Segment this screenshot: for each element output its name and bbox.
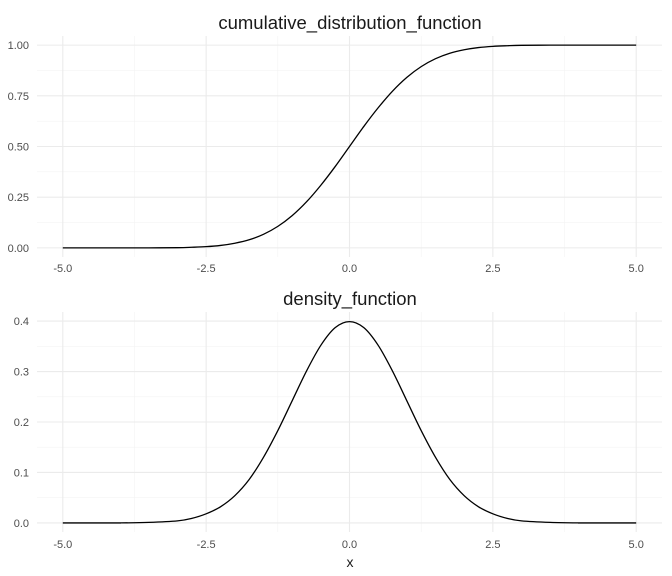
x-axis-label: x [347, 554, 354, 570]
density-x-tick-label: 5.0 [629, 539, 644, 551]
cdf-y-tick-label: 0.25 [8, 192, 29, 204]
density-y-tick-label: 0.0 [14, 518, 29, 530]
cdf-x-tick-label: -5.0 [53, 263, 72, 275]
density-title: density_function [283, 288, 417, 310]
cdf-y-tick-label: 1.00 [8, 40, 29, 52]
cdf-x-tick-label: 2.5 [485, 263, 500, 275]
density-y-tick-label: 0.1 [14, 467, 29, 479]
density-grid [37, 312, 662, 532]
cdf-x-tick-label: 0.0 [342, 263, 357, 275]
density-x-tick-label: 0.0 [342, 539, 357, 551]
density-y-tick-label: 0.3 [14, 367, 29, 379]
cdf-title: cumulative_distribution_function [218, 12, 481, 34]
density-y-tick-label: 0.2 [14, 417, 29, 429]
density-y-tick-label: 0.4 [14, 316, 29, 328]
cdf-x-tick-label: -2.5 [197, 263, 216, 275]
density-x-tick-label: -2.5 [197, 539, 216, 551]
cdf-x-tick-label: 5.0 [629, 263, 644, 275]
cdf-y-tick-label: 0.75 [8, 91, 29, 103]
cdf-y-tick-label: 0.50 [8, 142, 29, 154]
density-x-tick-label: -5.0 [53, 539, 72, 551]
density-y-tick-labels: 0.0 0.1 0.2 0.3 0.4 [14, 316, 29, 530]
cdf-grid [37, 36, 662, 257]
density-x-tick-labels: -5.0 -2.5 0.0 2.5 5.0 [53, 539, 644, 551]
cdf-x-tick-labels: -5.0 -2.5 0.0 2.5 5.0 [53, 263, 644, 275]
density-panel: density_function 0.0 0.1 0.2 0.3 0.4 -5.0 -2.… [14, 288, 662, 570]
density-x-tick-label: 2.5 [485, 539, 500, 551]
cdf-y-tick-label: 0.00 [8, 243, 29, 255]
cdf-curve [62, 44, 637, 249]
cdf-panel: cumulative_distribution_function 0.00 0.2… [8, 12, 662, 275]
density-curve [62, 320, 637, 524]
cdf-y-tick-labels: 0.00 0.25 0.50 0.75 1.00 [8, 40, 29, 255]
